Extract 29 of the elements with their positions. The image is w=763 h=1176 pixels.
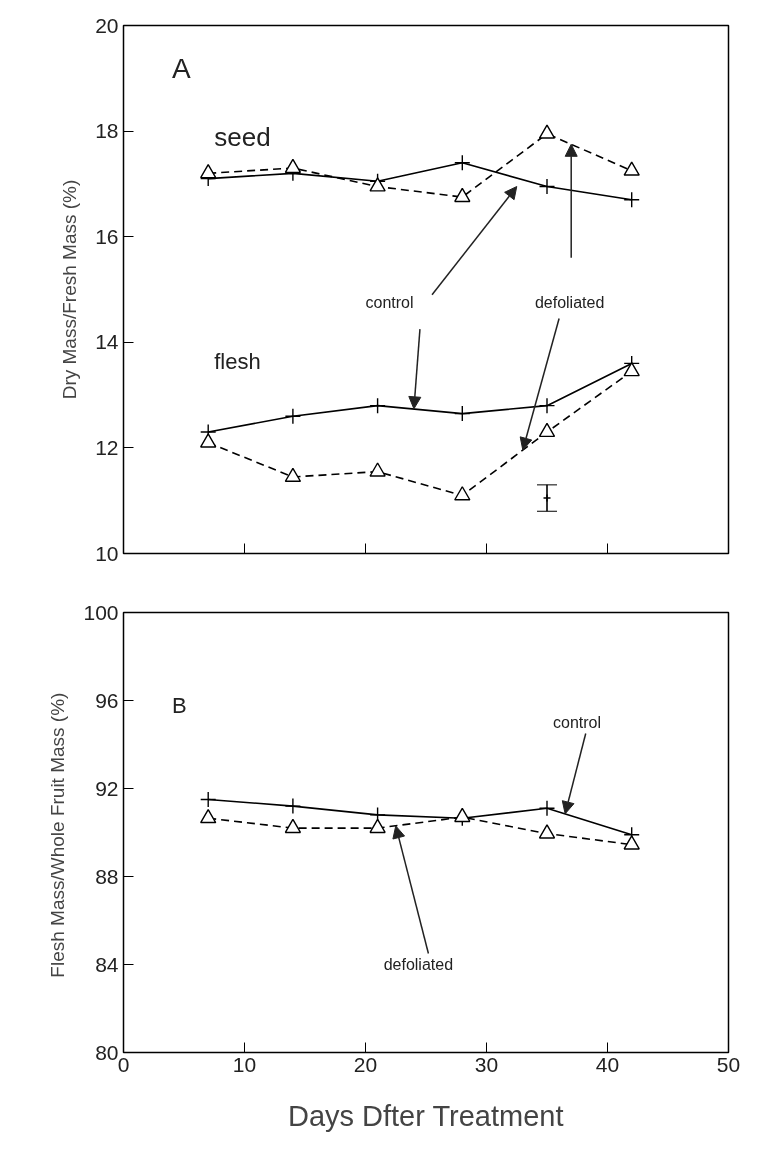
- annotation: A: [171, 52, 191, 84]
- annotation: flesh: [214, 348, 261, 374]
- x-tick-label: 50: [716, 1052, 741, 1076]
- x-tick-label: 30: [474, 1052, 499, 1076]
- y-axis-title: Dry Mass/Fresh Mass (%): [59, 179, 81, 400]
- x-axis-title: Days Dfter Treatment: [287, 1099, 564, 1132]
- x-tick-label: 20: [353, 1052, 378, 1076]
- y-tick-label: 10: [95, 541, 119, 565]
- y-tick-label: 16: [95, 224, 119, 248]
- y-tick-label: 84: [95, 952, 119, 976]
- y-tick-label: 88: [95, 864, 119, 888]
- annotation: defoliated: [534, 293, 605, 311]
- annotation: control: [365, 293, 414, 311]
- y-tick-label: 96: [95, 688, 119, 712]
- y-tick-label: 14: [95, 330, 119, 354]
- x-tick-label: 40: [595, 1052, 620, 1076]
- x-tick-label: 0: [117, 1052, 130, 1076]
- y-tick-label: 80: [95, 1040, 119, 1064]
- annotation: seed: [214, 122, 271, 153]
- y-tick-label: 20: [95, 13, 119, 37]
- y-tick-label: 92: [95, 776, 119, 800]
- annotation: B: [171, 693, 187, 719]
- x-tick-label: 10: [232, 1052, 257, 1076]
- y-tick-label: 18: [95, 119, 119, 143]
- annotation: defoliated: [383, 956, 454, 974]
- y-tick-label: 12: [95, 435, 119, 459]
- annotation: control: [553, 714, 602, 732]
- y-axis-title: Flesh Mass/Whole Fruit Mass (%): [47, 692, 69, 978]
- y-tick-label: 100: [83, 600, 119, 624]
